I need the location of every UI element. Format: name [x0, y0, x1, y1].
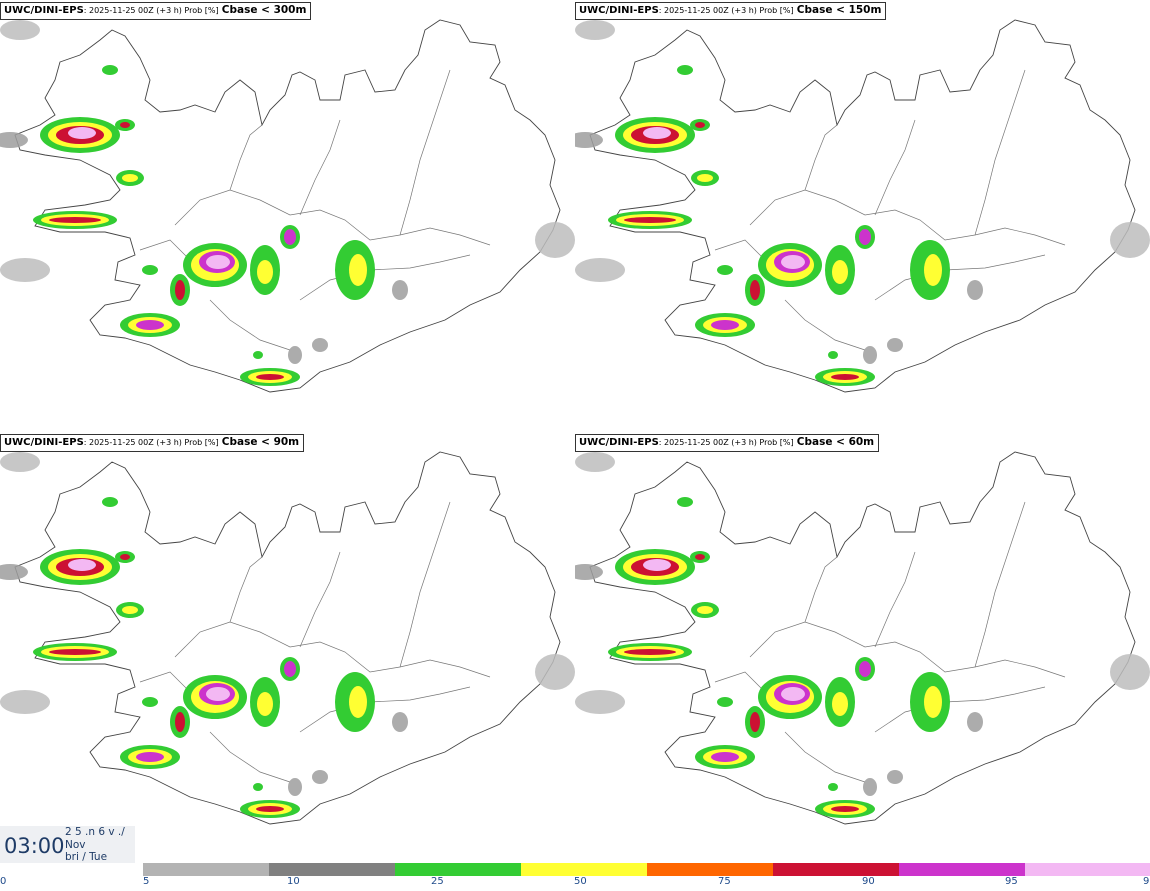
legend-tick-label: 25 [431, 876, 444, 887]
legend-tick-label: 5 [143, 876, 150, 887]
legend-swatch [773, 863, 899, 876]
run-info: : 2025-11-25 00Z (+3 h) Prob [%] [83, 6, 219, 15]
iceland-map [575, 19, 1150, 393]
legend-swatch [647, 863, 773, 876]
panel-title: UWC/DINI-EPS: 2025-11-25 00Z (+3 h) Prob… [575, 2, 887, 20]
date-line-3: bri / Tue [65, 851, 108, 863]
run-info: : 2025-11-25 00Z (+3 h) Prob [%] [83, 438, 219, 447]
prob-grey-areas [0, 452, 575, 796]
prob-blobs [608, 65, 950, 386]
model-name: UWC/DINI-EPS [579, 437, 659, 448]
prob-blobs [33, 497, 375, 818]
iceland-map [575, 451, 1150, 825]
legend-tick-label: 10 [287, 876, 300, 887]
variable-name: Cbase < 60m [796, 436, 875, 448]
panel-title: UWC/DINI-EPS: 2025-11-25 00Z (+3 h) Prob… [575, 434, 880, 452]
legend-tick-label: 50 [574, 876, 587, 887]
legend-swatch [1025, 863, 1150, 876]
run-info: : 2025-11-25 00Z (+3 h) Prob [%] [658, 438, 794, 447]
map-panel-2: UWC/DINI-EPS: 2025-11-25 00Z (+3 h) Prob… [575, 0, 1150, 432]
coastline [589, 19, 1136, 393]
map-panel-4: UWC/DINI-EPS: 2025-11-25 00Z (+3 h) Prob… [575, 432, 1150, 864]
legend-swatch [521, 863, 647, 876]
valid-time: 03:00 [4, 834, 65, 858]
valid-time-box: 03:00 2 5 .n 6 v ./ Nov bri / Tue [0, 826, 135, 863]
legend-swatch [899, 863, 1025, 876]
iceland-map [0, 451, 575, 825]
date-line-1: 2 5 .n 6 v ./ [65, 826, 125, 838]
legend-tick-label: 75 [718, 876, 731, 887]
legend-swatch [143, 863, 269, 876]
variable-name: Cbase < 150m [796, 4, 882, 16]
color-legend [143, 863, 1150, 876]
run-info: : 2025-11-25 00Z (+3 h) Prob [%] [658, 6, 794, 15]
prob-blobs [608, 497, 950, 818]
model-name: UWC/DINI-EPS [579, 5, 659, 16]
model-name: UWC/DINI-EPS [4, 437, 84, 448]
variable-name: Cbase < 300m [221, 4, 307, 16]
panel-title: UWC/DINI-EPS: 2025-11-25 00Z (+3 h) Prob… [0, 2, 312, 20]
legend-tick-label: 0 [0, 876, 7, 887]
coastline [14, 19, 561, 393]
valid-date: 2 5 .n 6 v ./ Nov bri / Tue [65, 826, 125, 864]
prob-grey-areas [0, 20, 575, 364]
prob-grey-areas [575, 20, 1150, 364]
coastline [589, 451, 1136, 825]
coastline [14, 451, 561, 825]
legend-swatch [395, 863, 521, 876]
map-panel-1: UWC/DINI-EPS: 2025-11-25 00Z (+3 h) Prob… [0, 0, 575, 432]
map-panel-3: UWC/DINI-EPS: 2025-11-25 00Z (+3 h) Prob… [0, 432, 575, 864]
prob-blobs [33, 65, 375, 386]
iceland-map [0, 19, 575, 393]
variable-name: Cbase < 90m [221, 436, 300, 448]
date-line-2: Nov [65, 838, 86, 851]
panel-title: UWC/DINI-EPS: 2025-11-25 00Z (+3 h) Prob… [0, 434, 305, 452]
legend-tick-label: 90 [862, 876, 875, 887]
legend-tick-label: 95 [1005, 876, 1018, 887]
legend-tick-label: 99 [1143, 876, 1150, 887]
legend-swatch [269, 863, 395, 876]
prob-grey-areas [575, 452, 1150, 796]
model-name: UWC/DINI-EPS [4, 5, 84, 16]
